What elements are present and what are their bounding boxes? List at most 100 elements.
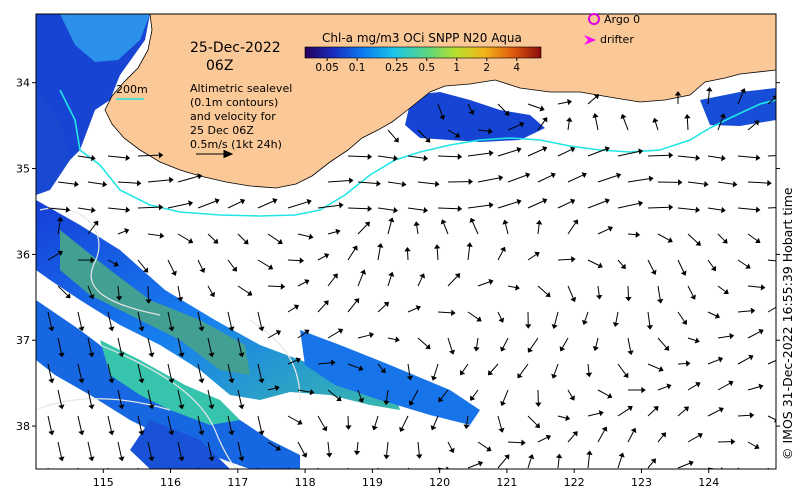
velocity-arrowhead <box>755 154 761 161</box>
velocity-arrowhead <box>448 349 456 355</box>
velocity-arrow <box>47 207 67 211</box>
velocity-arrow <box>107 207 127 211</box>
velocity-arrow <box>687 285 694 297</box>
velocity-arrow <box>587 96 597 105</box>
svg-text:Altimetric sealevel: Altimetric sealevel <box>190 82 292 95</box>
velocity-arrowhead <box>595 294 603 300</box>
velocity-arrowhead <box>187 238 194 244</box>
velocity-arrow <box>197 415 202 432</box>
velocity-arrowhead <box>78 430 85 436</box>
velocity-arrowhead <box>454 273 461 279</box>
velocity-arrowhead <box>750 307 756 314</box>
velocity-arrowhead <box>680 270 687 276</box>
velocity-arrowhead <box>158 152 164 159</box>
velocity-arrow <box>417 181 436 185</box>
velocity-arrowhead <box>571 256 576 263</box>
velocity-arrowhead <box>653 406 659 412</box>
velocity-arrow <box>707 259 715 269</box>
velocity-arrowhead <box>660 432 666 438</box>
velocity-arrow <box>677 362 687 365</box>
velocity-arrowhead <box>719 113 726 119</box>
velocity-arrowhead <box>569 395 575 401</box>
velocity-arrow <box>707 358 720 365</box>
velocity-arrowhead <box>722 238 728 244</box>
velocity-arrowhead <box>124 228 130 235</box>
velocity-arrowhead <box>394 336 400 343</box>
velocity-arrowhead <box>171 270 177 276</box>
velocity-arrowhead <box>360 269 366 275</box>
velocity-arrow <box>137 467 139 469</box>
velocity-arrowhead <box>57 250 64 257</box>
velocity-arrow <box>687 233 699 244</box>
velocity-arrow <box>587 148 607 157</box>
velocity-arrow <box>497 311 502 320</box>
velocity-arrowhead <box>417 474 421 478</box>
velocity-arrow <box>554 311 559 326</box>
velocity-arrow <box>557 200 573 209</box>
velocity-arrow <box>747 122 757 131</box>
velocity-arrow <box>357 389 362 400</box>
svg-text:0.5m/s (1kt 24h): 0.5m/s (1kt 24h) <box>190 138 282 151</box>
velocity-arrowhead <box>438 396 444 403</box>
velocity-arrow <box>595 337 599 348</box>
velocity-arrowhead <box>335 228 341 235</box>
velocity-arrowhead <box>383 454 390 460</box>
lat-tick-label: 35 <box>16 163 30 176</box>
velocity-arrowhead <box>542 117 548 123</box>
velocity-arrowhead <box>721 206 726 214</box>
velocity-arrow <box>401 415 409 429</box>
velocity-arrow <box>227 200 242 209</box>
velocity-arrowhead <box>304 329 310 335</box>
velocity-arrow <box>327 231 337 235</box>
velocity-arrow <box>177 441 182 458</box>
velocity-arrow <box>327 180 350 183</box>
lat-tick-label: 34 <box>16 77 30 90</box>
velocity-arrow <box>527 253 537 261</box>
velocity-arrow <box>177 233 191 242</box>
velocity-arrowhead <box>108 378 115 384</box>
velocity-arrowhead <box>408 400 415 406</box>
velocity-arrowhead <box>598 410 604 417</box>
velocity-arrow <box>767 207 776 209</box>
velocity-arrowhead <box>353 450 361 456</box>
velocity-arrowhead <box>228 326 235 332</box>
velocity-arrowhead <box>525 324 532 329</box>
velocity-arrow <box>587 363 590 374</box>
velocity-arrow <box>77 415 82 432</box>
velocity-arrow <box>657 434 664 443</box>
velocity-arrowhead <box>627 405 633 412</box>
velocity-arrow <box>557 415 567 419</box>
velocity-arrow <box>177 389 182 406</box>
velocity-arrowhead <box>102 181 108 188</box>
velocity-arrow <box>707 311 717 317</box>
argo-legend-label: Argo 0 <box>604 13 640 26</box>
velocity-arrowhead <box>542 198 548 204</box>
velocity-arrowhead <box>714 312 721 319</box>
velocity-arrowhead <box>243 239 249 245</box>
velocity-arrow <box>347 363 361 369</box>
velocity-arrowhead <box>258 378 265 384</box>
svg-text:25 Dec 06Z: 25 Dec 06Z <box>190 124 254 137</box>
velocity-arrowhead <box>772 477 776 481</box>
velocity-arrow <box>387 275 392 287</box>
svg-text:(0.1m contours): (0.1m contours) <box>190 96 278 109</box>
velocity-arrowhead <box>459 369 466 376</box>
velocity-arrowhead <box>199 267 206 273</box>
velocity-arrow <box>537 285 549 295</box>
velocity-arrow <box>447 129 458 136</box>
colorbar-tick-label: 0.1 <box>349 62 366 74</box>
velocity-arrow <box>57 389 62 406</box>
velocity-arrowhead <box>473 346 480 352</box>
velocity-arrow <box>207 389 212 406</box>
velocity-arrowhead <box>139 483 143 486</box>
velocity-arrowhead <box>545 434 552 441</box>
velocity-arrow <box>597 429 606 443</box>
velocity-arrow <box>467 204 490 209</box>
velocity-arrowhead <box>690 294 696 300</box>
velocity-arrowhead <box>601 426 608 432</box>
velocity-arrowhead <box>627 350 634 356</box>
velocity-arrowhead <box>545 291 551 298</box>
velocity-arrowhead <box>297 419 303 425</box>
velocity-arrowhead <box>758 383 764 390</box>
velocity-arrow <box>647 461 654 469</box>
